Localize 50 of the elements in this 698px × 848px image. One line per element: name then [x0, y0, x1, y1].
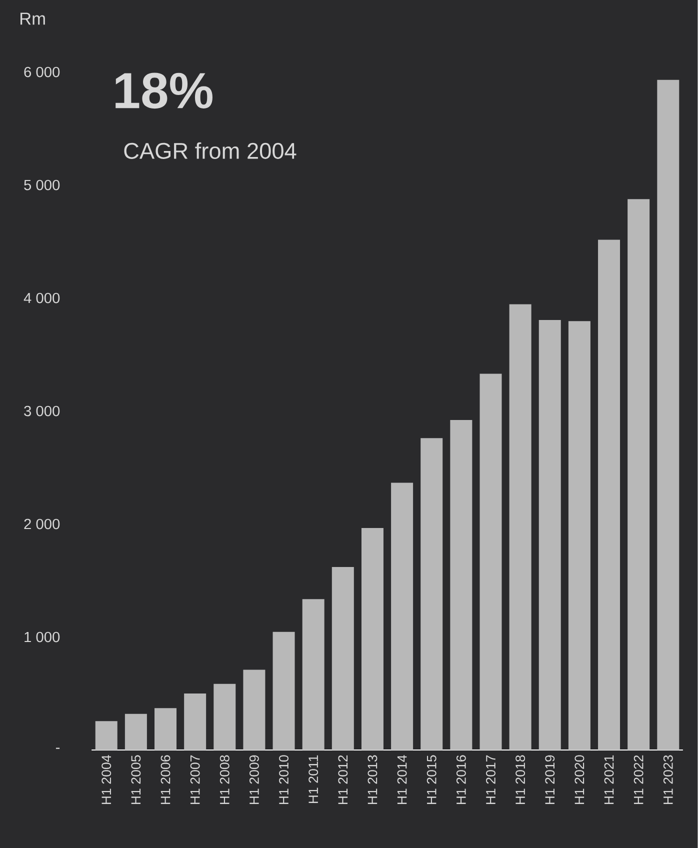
- x-tick-label: H1 2007: [190, 755, 200, 804]
- bar: [154, 708, 177, 750]
- x-tick-label: H1 2017: [486, 755, 496, 804]
- bar: [539, 320, 562, 750]
- bar: [657, 80, 680, 750]
- y-tick-label: 4 000: [24, 292, 60, 304]
- x-tick-label: H1 2005: [131, 755, 141, 804]
- x-tick-label: H1 2011: [308, 755, 318, 804]
- bar: [184, 693, 206, 750]
- bar: [420, 438, 443, 750]
- x-tick-label: H1 2008: [220, 755, 230, 804]
- bar: [362, 528, 384, 750]
- x-tick-label: H1 2014: [397, 755, 407, 804]
- y-tick-label: 6 000: [24, 66, 60, 78]
- y-tick-label: 3 000: [24, 406, 60, 416]
- bar: [332, 566, 354, 750]
- x-tick-label: H1 2004: [102, 755, 112, 804]
- bar: [302, 599, 324, 750]
- bar: [509, 304, 532, 750]
- x-tick-label: H1 2012: [338, 755, 348, 804]
- annotation: CAGR from 2004: [124, 142, 296, 159]
- bar: [243, 670, 266, 750]
- x-tick-label: H1 2021: [604, 755, 614, 804]
- x-tick-label: H1 2010: [279, 755, 289, 804]
- bar: [125, 714, 148, 750]
- x-tick-label: H1 2015: [427, 755, 436, 804]
- x-tick-label: H1 2013: [368, 755, 378, 804]
- annotation: 18%: [116, 72, 213, 109]
- bar: [214, 684, 236, 750]
- x-tick-label: H1 2006: [160, 755, 170, 804]
- y-tick-label: 1 000: [24, 632, 60, 642]
- y-tick-label: 5 000: [24, 180, 60, 190]
- x-tick-label: H1 2018: [516, 755, 526, 804]
- bar: [96, 721, 118, 750]
- bar: [568, 321, 591, 750]
- bar: [450, 420, 472, 750]
- x-tick-label: H1 2022: [634, 755, 644, 804]
- x-tick-label: H1 2023: [664, 755, 674, 804]
- bar: [628, 199, 650, 750]
- x-tick-label: H1 2019: [545, 755, 555, 804]
- bar: [272, 632, 295, 750]
- x-tick-label: H1 2020: [574, 755, 584, 804]
- bar: [391, 482, 414, 750]
- bar: [598, 240, 620, 750]
- x-tick-label: H1 2009: [250, 755, 260, 804]
- y-axis-title: Rm: [20, 12, 46, 25]
- bar: [480, 374, 502, 750]
- y-tick-label: 2 000: [24, 518, 60, 530]
- x-tick-label: H1 2016: [456, 755, 466, 804]
- y-tick-label: -: [56, 748, 60, 749]
